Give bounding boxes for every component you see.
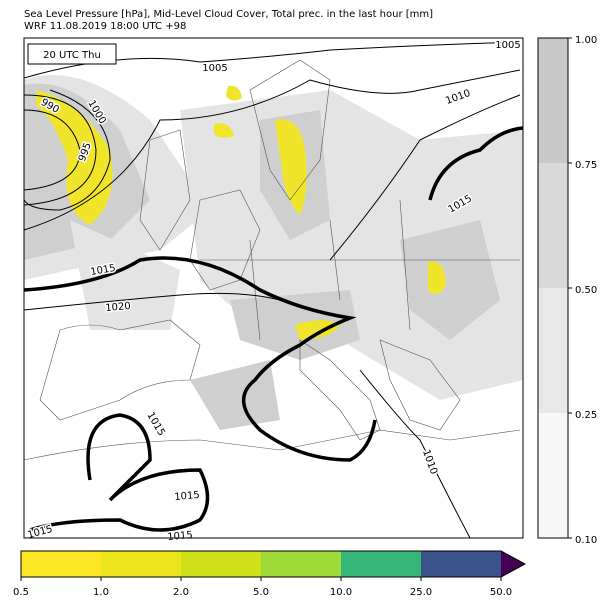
colorbar-tick-label: 2.0 [173,587,189,598]
colorbar-tick-label: 0.50 [575,285,597,296]
precip-area [214,123,234,138]
coastline [23,429,521,461]
isobar-1015 [23,256,377,462]
subtitle: WRF 11.08.2019 18:00 UTC +98 [24,21,186,32]
isobar [23,109,81,191]
colorbar-tick-label: 0.75 [575,160,597,171]
colorbar-segment [21,551,101,577]
colorbar-segment [538,163,568,288]
cloud-colorbar: 0.10 0.25 0.50 0.75 1.00 [537,35,597,546]
colorbar-segment [341,551,421,577]
contour-label: 1015 [174,490,200,503]
colorbar-extend [501,551,525,577]
precip-area [275,119,307,215]
precip-area [226,85,242,101]
time-label: 20 UTC Thu [43,50,101,61]
map-frame [23,37,524,539]
cloud-area [400,220,500,340]
contour-label: 1005 [202,63,227,74]
colorbar-segment [181,551,261,577]
colorbar-segment [538,38,568,163]
colorbar-tick-label: 0.25 [575,410,597,421]
colorbar-tick-label: 5.0 [253,587,269,598]
isobar [359,369,471,539]
map [23,38,524,539]
colorbar-segment [538,288,568,413]
isobar-1015 [29,413,210,532]
colorbar-tick-label: 0.5 [13,587,29,598]
colorbar-tick-label: 1.00 [575,35,597,46]
isobar-1015 [428,126,524,201]
isobar [23,292,281,311]
title: Sea Level Pressure [hPa], Mid-Level Clou… [24,9,433,20]
coastline [39,319,201,421]
colorbar-segment [101,551,181,577]
colorbar-tick-label: 0.10 [575,535,597,546]
colorbar-tick-label: 10.0 [330,587,352,598]
colorbar-segment [538,413,568,538]
contour-label: 1015 [167,530,193,543]
isobar [23,69,521,231]
isobar [23,94,97,206]
colorbar-tick-label: 25.0 [410,587,432,598]
precip-colorbar: 0.5 1.0 2.0 5.0 10.0 25.0 50.0 [13,550,527,598]
isobar [329,94,521,261]
contour-label: 1020 [105,301,131,314]
colorbar-tick-label: 50.0 [490,587,512,598]
coastline [249,59,331,201]
border [200,199,520,341]
isobar [23,89,111,211]
colorbar-segment [421,551,501,577]
colorbar-frame [20,550,527,578]
time-box [27,43,117,65]
precip-area [295,320,340,340]
coastline [379,339,461,431]
coastline [139,129,191,251]
precip-area [428,261,446,294]
contour-label: 1005 [495,40,520,51]
colorbar-segment [261,551,341,577]
colorbar-tick-label: 1.0 [93,587,109,598]
